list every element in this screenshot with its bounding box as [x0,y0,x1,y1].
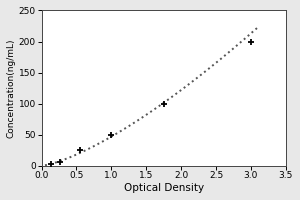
Y-axis label: Concentration(ng/mL): Concentration(ng/mL) [7,38,16,138]
X-axis label: Optical Density: Optical Density [124,183,204,193]
